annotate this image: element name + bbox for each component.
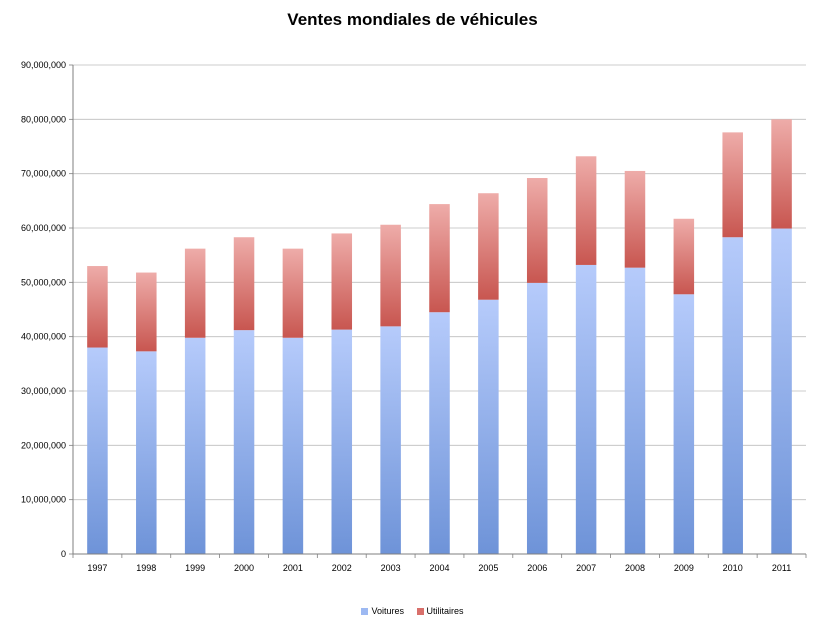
bar-voitures-2005	[478, 299, 499, 554]
bar-utilitaires-2000	[233, 237, 255, 331]
x-tick-label: 2007	[576, 563, 596, 573]
bar-voitures-2009	[673, 294, 695, 554]
bar-voitures-2003	[380, 326, 401, 554]
bar-utilitaires-2011	[771, 119, 792, 229]
bar-utilitaires-2002	[331, 233, 353, 330]
legend-item-voitures: Voitures	[361, 606, 404, 616]
y-tick-label: 70,000,000	[21, 169, 66, 179]
y-tick-label: 30,000,000	[21, 386, 66, 396]
bar-voitures-1999	[184, 337, 206, 554]
bar-utilitaires-2003	[380, 224, 401, 327]
bar-utilitaires-2004	[429, 204, 450, 313]
bar-voitures-2010	[722, 237, 743, 554]
x-tick-label: 2003	[381, 563, 401, 573]
legend-swatch-voitures	[361, 607, 369, 615]
bar-utilitaires-2007	[575, 156, 597, 265]
x-tick-label: 2010	[723, 563, 743, 573]
bar-voitures-2000	[233, 330, 255, 554]
y-tick-label: 90,000,000	[21, 60, 66, 70]
legend-label-voitures: Voitures	[371, 606, 404, 616]
x-tick-label: 2005	[478, 563, 498, 573]
y-tick-label: 60,000,000	[21, 223, 66, 233]
bar-utilitaires-1997	[87, 266, 108, 348]
bar-voitures-2008	[624, 267, 646, 554]
bar-voitures-1998	[136, 351, 157, 554]
legend-item-utilitaires: Utilitaires	[416, 606, 464, 616]
y-tick-label: 80,000,000	[21, 114, 66, 124]
y-tick-label: 20,000,000	[21, 440, 66, 450]
bar-voitures-2006	[526, 282, 548, 554]
axis-layer: 0 10,000,000 20,000,000 30,000,000 40,000,00…	[21, 60, 807, 573]
legend-swatch-utilitaires	[416, 607, 424, 615]
chart-title: Ventes mondiales de véhicules	[287, 10, 538, 29]
bar-voitures-2004	[429, 312, 450, 554]
bar-utilitaires-2001	[282, 248, 304, 338]
y-tick-label: 50,000,000	[21, 277, 66, 287]
bar-utilitaires-2009	[673, 218, 695, 295]
y-tick-label: 0	[61, 549, 66, 559]
bar-utilitaires-2005	[478, 193, 499, 300]
bar-voitures-1997	[87, 347, 108, 554]
x-tick-label: 2000	[234, 563, 254, 573]
x-tick-label: 2004	[429, 563, 449, 573]
bar-voitures-2011	[771, 228, 792, 554]
y-tick-label: 40,000,000	[21, 332, 66, 342]
bar-voitures-2002	[331, 329, 353, 554]
x-tick-label: 2002	[332, 563, 352, 573]
x-tick-label: 1997	[87, 563, 107, 573]
bars-layer	[87, 119, 792, 554]
x-tick-label: 1998	[136, 563, 156, 573]
x-tick-label: 2009	[674, 563, 694, 573]
x-tick-label: 2001	[283, 563, 303, 573]
y-tick-label: 10,000,000	[21, 495, 66, 505]
x-tick-label: 2008	[625, 563, 645, 573]
bar-voitures-2001	[282, 337, 304, 554]
x-tick-label: 2006	[527, 563, 547, 573]
bar-voitures-2007	[575, 264, 597, 554]
bar-utilitaires-1999	[184, 248, 206, 338]
legend: Voitures Utilitaires	[0, 606, 825, 617]
bar-utilitaires-1998	[136, 272, 157, 352]
bar-utilitaires-2008	[624, 170, 646, 268]
x-tick-label: 1999	[185, 563, 205, 573]
bar-utilitaires-2006	[526, 178, 548, 283]
bar-utilitaires-2010	[722, 132, 743, 238]
x-tick-label: 2011	[772, 563, 791, 573]
legend-label-utilitaires: Utilitaires	[426, 606, 464, 616]
